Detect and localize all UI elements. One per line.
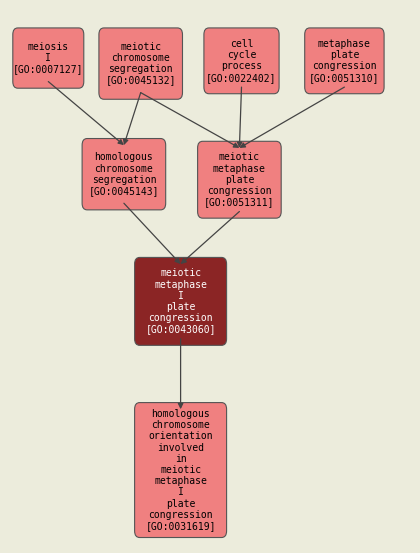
Text: cell
cycle
process
[GO:0022402]: cell cycle process [GO:0022402] — [206, 39, 277, 82]
Text: meiotic
metaphase
I
plate
congression
[GO:0043060]: meiotic metaphase I plate congression [G… — [145, 268, 216, 335]
FancyBboxPatch shape — [305, 28, 384, 93]
FancyBboxPatch shape — [82, 138, 165, 210]
FancyBboxPatch shape — [197, 141, 281, 218]
Text: meiotic
metaphase
plate
congression
[GO:0051311]: meiotic metaphase plate congression [GO:… — [204, 152, 275, 207]
FancyBboxPatch shape — [204, 28, 279, 93]
Text: homologous
chromosome
segregation
[GO:0045143]: homologous chromosome segregation [GO:00… — [89, 153, 159, 196]
Text: homologous
chromosome
orientation
involved
in
meiotic
metaphase
I
plate
congress: homologous chromosome orientation involv… — [145, 409, 216, 531]
FancyBboxPatch shape — [135, 258, 227, 345]
Text: meiosis
I
[GO:0007127]: meiosis I [GO:0007127] — [13, 42, 84, 74]
FancyBboxPatch shape — [13, 28, 84, 88]
FancyBboxPatch shape — [99, 28, 183, 100]
Text: meiotic
chromosome
segregation
[GO:0045132]: meiotic chromosome segregation [GO:00451… — [105, 42, 176, 85]
Text: metaphase
plate
congression
[GO:0051310]: metaphase plate congression [GO:0051310] — [309, 39, 380, 82]
FancyBboxPatch shape — [135, 403, 227, 538]
